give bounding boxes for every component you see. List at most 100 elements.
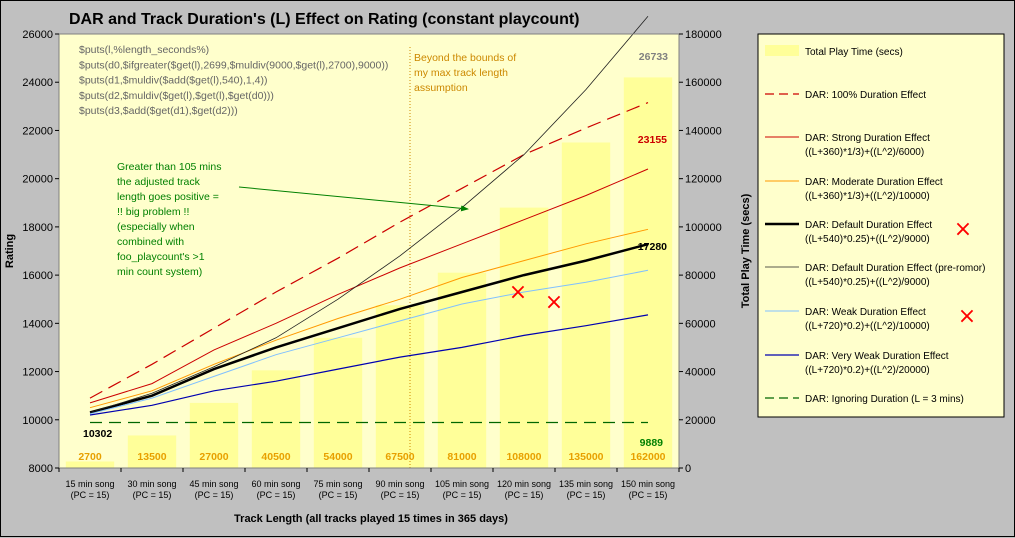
code-annotation: $puts(l,%length_seconds%) $puts(d0,$ifgre… [79, 44, 388, 117]
y2-tick-label: 160000 [685, 77, 722, 89]
bar-value-label: 67500 [385, 451, 414, 463]
bar [65, 461, 115, 468]
bars-group [65, 77, 673, 469]
legend-swatch [765, 45, 799, 56]
y-tick-label: 8000 [29, 463, 53, 475]
x-tick-label: 120 min song [497, 479, 551, 489]
series-line [89, 269, 649, 415]
legend-label: DAR: Very Weak Duration Effect [805, 351, 949, 362]
legend-label: DAR: Default Duration Effect (pre-romor) [805, 263, 985, 274]
y-tick-label: 20000 [22, 174, 53, 186]
end-value-label: 26733 [639, 51, 668, 63]
y2-tick-label: 60000 [685, 318, 716, 330]
bar [189, 402, 239, 468]
legend: Total Play Time (secs) DAR: 100% Duration… [765, 45, 985, 405]
bounds-note-line: my max track length [414, 67, 508, 79]
bar [499, 207, 549, 468]
bar [375, 305, 425, 468]
legend-formula: ((L+540)*0.25)+((L^2)/9000) [805, 234, 930, 245]
y-tick-label: 18000 [22, 222, 53, 234]
code-line: $puts(d3,$add($get(d1),$get(d2))) [79, 105, 238, 117]
x-tick-label: (PC = 15) [567, 490, 606, 500]
x-tick-label: (PC = 15) [71, 490, 110, 500]
bar-value-label: 13500 [137, 451, 166, 463]
x-tick-label: (PC = 15) [257, 490, 296, 500]
bounds-note-line: Beyond the bounds of [414, 52, 516, 64]
y2-tick-label: 180000 [685, 29, 722, 41]
y-tick-label: 14000 [22, 318, 53, 330]
y-tick-label: 12000 [22, 367, 53, 379]
legend-label: DAR: Weak Duration Effect [805, 307, 926, 318]
problem-note-line: combined with [117, 236, 184, 248]
bar [623, 77, 673, 469]
problem-marker-icon: × [509, 280, 527, 305]
legend-label: DAR: Ignoring Duration (L = 3 mins) [805, 394, 964, 405]
y-tick-label: 10000 [22, 415, 53, 427]
y-axis-label: Rating [4, 234, 16, 268]
legend-label: Total Play Time (secs) [805, 47, 903, 58]
legend-box [757, 33, 1005, 418]
code-line: $puts(d0,$ifgreater($get(l),2699,$muldiv… [79, 59, 388, 71]
x-tick-label: 90 min song [375, 479, 424, 489]
y2-tick-label: 140000 [685, 125, 722, 137]
bar [251, 370, 301, 468]
legend-formula: ((L+360)*1/3)+((L^2)/10000) [805, 191, 930, 202]
x-axis-label: Track Length (all tracks played 15 times… [234, 513, 508, 525]
bounds-note-line: assumption [414, 82, 468, 94]
legend-label: DAR: Default Duration Effect [805, 220, 932, 231]
y-tick-label: 26000 [22, 29, 53, 41]
problem-note-line: length goes positive = [117, 191, 219, 203]
code-line: $puts(d1,$muldiv($add($get(l),540),1,4)) [79, 75, 268, 87]
legend-formula: ((L+720)*0.2)+((L^2)/10000) [805, 321, 930, 332]
x-axis-ticks: 15 min song(PC = 15)30 min song(PC = 15)… [58, 468, 680, 500]
bar-value-label: 27000 [199, 451, 228, 463]
value-labels-group: 10302 26733 23155 17280 9889 [83, 51, 668, 449]
x-tick-label: (PC = 15) [195, 490, 234, 500]
y2-tick-label: 20000 [685, 415, 716, 427]
x-tick-label: (PC = 15) [381, 490, 420, 500]
problem-note-line: min count system) [117, 266, 202, 278]
problem-annotation: Greater than 105 mins the adjusted track l… [117, 161, 221, 278]
x-tick-label: 60 min song [251, 479, 300, 489]
series-line [89, 314, 649, 416]
x-tick-label: 45 min song [189, 479, 238, 489]
bar-value-label: 108000 [506, 451, 541, 463]
chart-title: DAR and Track Duration's (L) Effect on R… [69, 11, 580, 28]
series-lines-group [89, 16, 649, 424]
x-tick-label: (PC = 15) [133, 490, 172, 500]
end-value-label: 23155 [638, 134, 667, 146]
left-axis-ticks: 8000 10000 12000 14000 16000 18000 20000 22000 2… [22, 29, 59, 475]
bar-value-label: 2700 [78, 451, 102, 463]
legend-formula: ((L+360)*1/3)+((L^2)/6000) [805, 147, 924, 158]
legend-label: DAR: Strong Duration Effect [805, 133, 930, 144]
y2-tick-label: 0 [685, 463, 691, 475]
bar [313, 337, 363, 468]
y-tick-label: 16000 [22, 270, 53, 282]
y2-tick-label: 120000 [685, 174, 722, 186]
x-tick-label: (PC = 15) [443, 490, 482, 500]
y2-tick-label: 40000 [685, 367, 716, 379]
series-line [89, 168, 649, 404]
series-line [89, 242, 649, 414]
bar-value-label: 54000 [323, 451, 352, 463]
end-value-label: 10302 [83, 428, 112, 440]
legend-label: DAR: Moderate Duration Effect [805, 177, 943, 188]
y2-tick-label: 100000 [685, 222, 722, 234]
x-tick-label: 75 min song [313, 479, 362, 489]
legend-label: DAR: 100% Duration Effect [805, 90, 926, 101]
bar-value-label: 40500 [261, 451, 290, 463]
legend-marker-icon: × [958, 304, 976, 329]
legend-formula: ((L+720)*0.2)+((L^2)/20000) [805, 365, 930, 376]
y-tick-label: 22000 [22, 125, 53, 137]
end-value-label: 17280 [638, 241, 667, 253]
y2-tick-label: 80000 [685, 270, 716, 282]
series-line [89, 228, 649, 409]
x-tick-label: (PC = 15) [319, 490, 358, 500]
bar-value-label: 81000 [447, 451, 476, 463]
bounds-annotation: Beyond the bounds of my max track length a… [414, 52, 516, 94]
bar [437, 272, 487, 468]
series-line [89, 102, 649, 399]
bar-value-label: 135000 [568, 451, 603, 463]
code-line: $puts(l,%length_seconds%) [79, 44, 209, 56]
